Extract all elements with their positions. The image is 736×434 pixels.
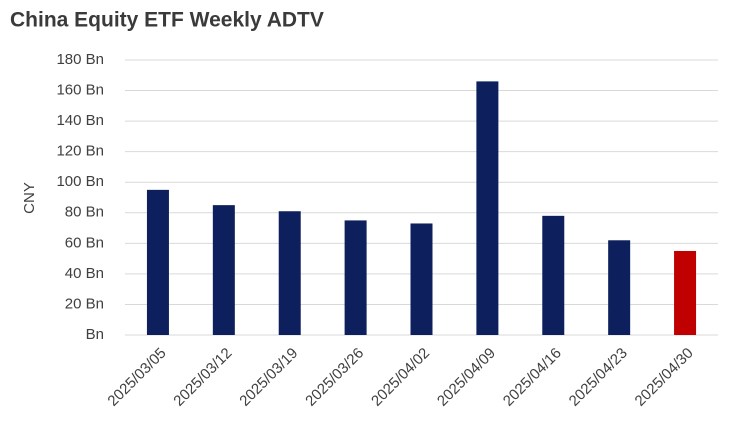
bar xyxy=(674,250,697,335)
y-tick-label: 180 Bn xyxy=(56,51,104,68)
bar xyxy=(344,220,367,335)
x-tick-label: 2025/04/02 xyxy=(368,345,433,410)
x-tick-label: 2025/03/19 xyxy=(236,345,301,410)
y-tick-label: 40 Bn xyxy=(65,265,104,282)
y-axis-label: CNY xyxy=(21,182,38,214)
x-tick-label: 2025/04/30 xyxy=(632,345,697,410)
y-tick-label: Bn xyxy=(86,326,104,343)
y-tick-label: 20 Bn xyxy=(65,295,104,312)
x-tick-label: 2025/03/12 xyxy=(170,345,235,410)
y-tick-label: 60 Bn xyxy=(65,234,104,251)
y-tick-label: 140 Bn xyxy=(56,112,104,129)
bar xyxy=(410,223,433,335)
y-tick-label: 160 Bn xyxy=(56,82,104,99)
x-tick-label: 2025/04/09 xyxy=(434,345,499,410)
bar xyxy=(608,240,631,335)
bar xyxy=(542,215,565,335)
x-tick-label: 2025/03/05 xyxy=(104,345,169,410)
bar xyxy=(146,189,169,335)
bar xyxy=(212,205,235,335)
bar xyxy=(476,81,499,335)
bar xyxy=(278,211,301,335)
chart-title: China Equity ETF Weekly ADTV xyxy=(10,9,324,32)
y-tick-label: 120 Bn xyxy=(56,143,104,160)
x-tick-label: 2025/03/26 xyxy=(302,345,367,410)
x-tick-label: 2025/04/23 xyxy=(566,345,631,410)
x-tick-label: 2025/04/16 xyxy=(500,345,565,410)
y-tick-label: 100 Bn xyxy=(56,173,104,190)
y-tick-label: 80 Bn xyxy=(65,204,104,221)
